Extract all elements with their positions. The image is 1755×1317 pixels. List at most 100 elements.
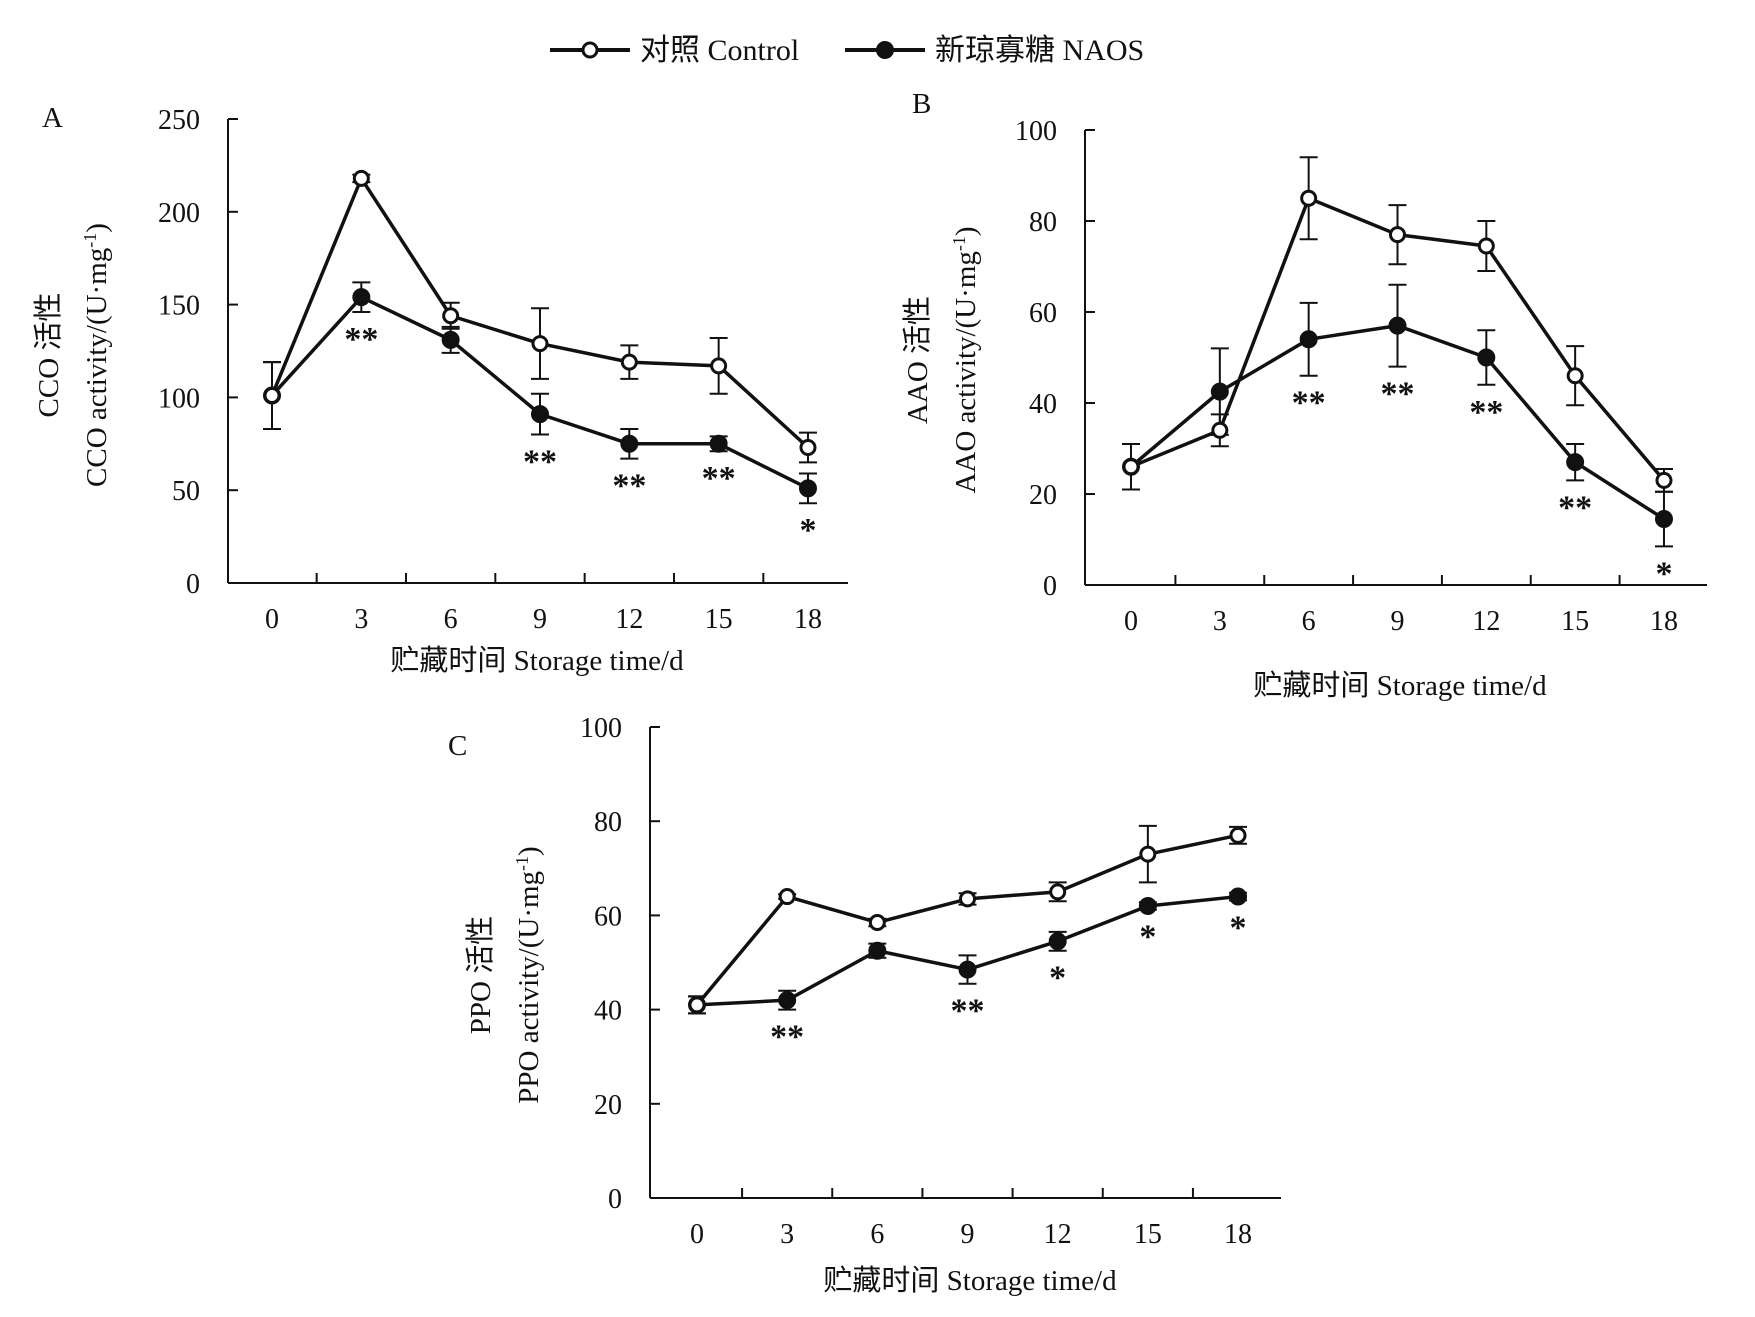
x-tick-label: 12 xyxy=(1044,1219,1072,1250)
panel-letter: A xyxy=(42,102,63,134)
data-point-filled xyxy=(1048,932,1067,951)
x-axis-title: 贮藏时间 Storage time/d xyxy=(390,644,684,677)
data-point-filled xyxy=(1654,510,1673,529)
significance-mark: ** xyxy=(1380,376,1414,413)
x-axis-title: 贮藏时间 Storage time/d xyxy=(1253,669,1547,702)
data-point-open xyxy=(688,996,706,1014)
y-tick-label: 150 xyxy=(158,291,200,322)
legend-control-marker xyxy=(581,41,599,59)
significance-mark: * xyxy=(1655,555,1672,592)
y-axis-title-en-sup: -1 xyxy=(949,236,969,251)
data-point-filled xyxy=(620,434,639,453)
y-tick-label: 40 xyxy=(1029,389,1057,420)
data-point-open xyxy=(263,387,281,405)
x-tick-label: 12 xyxy=(1472,606,1500,637)
x-tick-label: 0 xyxy=(265,604,279,635)
significance-mark: * xyxy=(1049,960,1066,997)
data-point-filled xyxy=(778,991,797,1010)
data-point-open xyxy=(1566,367,1584,385)
data-point-open xyxy=(778,888,796,906)
y-tick-label: 100 xyxy=(158,383,200,414)
x-tick-label: 18 xyxy=(1224,1219,1252,1250)
y-axis-title-cn: PPO 活性 xyxy=(464,916,497,1034)
data-point-open xyxy=(620,353,638,371)
series-line xyxy=(696,894,1239,1007)
data-point-filled xyxy=(1388,316,1407,335)
y-tick-label: 100 xyxy=(580,713,622,744)
y-tick-label: 200 xyxy=(158,198,200,229)
y-axis-title-en-main: AAO activity/(U·mg xyxy=(950,251,982,493)
y-tick-label: 60 xyxy=(594,901,622,932)
significance-mark: ** xyxy=(1469,394,1503,431)
data-point-open xyxy=(868,913,886,931)
x-axis-title: 贮藏时间 Storage time/d xyxy=(823,1264,1117,1297)
x-tick-label: 9 xyxy=(1390,606,1404,637)
data-point-open xyxy=(1229,826,1247,844)
significance-mark: ** xyxy=(1558,489,1592,526)
data-point-open xyxy=(1122,458,1140,476)
data-point-filled xyxy=(1477,348,1496,367)
significance-mark: ** xyxy=(702,460,736,497)
x-tick-label: 0 xyxy=(690,1219,704,1250)
y-tick-label: 0 xyxy=(608,1184,622,1215)
data-point-open xyxy=(352,169,370,187)
data-point-open xyxy=(1211,421,1229,439)
x-tick-label: 9 xyxy=(533,604,547,635)
significance-mark: * xyxy=(799,512,816,549)
x-tick-label: 3 xyxy=(780,1219,794,1250)
data-point-open xyxy=(959,890,977,908)
legend-item-control: 对照 Control xyxy=(550,34,799,67)
y-axis-title-en-sup: -1 xyxy=(80,233,100,248)
significance-mark: ** xyxy=(612,468,646,505)
data-point-open xyxy=(1139,845,1157,863)
x-tick-label: 15 xyxy=(1134,1219,1162,1250)
panel-c-chart: C PPO 活性 PPO activity/(U·mg-1) 贮藏时间 Stor… xyxy=(448,713,1281,1297)
x-tick-label: 0 xyxy=(1124,606,1138,637)
significance-mark: ** xyxy=(523,444,557,481)
data-point-filled xyxy=(1210,382,1229,401)
significance-mark: ** xyxy=(1292,385,1326,422)
x-tick-label: 12 xyxy=(615,604,643,635)
data-point-filled xyxy=(1566,453,1585,472)
x-tick-label: 9 xyxy=(961,1219,975,1250)
y-tick-label: 40 xyxy=(594,996,622,1027)
x-tick-label: 6 xyxy=(1302,606,1316,637)
y-tick-label: 0 xyxy=(186,569,200,600)
y-axis-title-cn: CCO 活性 xyxy=(32,293,65,418)
y-axis-title-en-main: CCO activity/(U·mg xyxy=(81,248,113,487)
y-axis-title-cn: AAO 活性 xyxy=(901,296,934,424)
y-axis-title-en: PPO activity/(U·mg-1) xyxy=(512,846,545,1103)
data-point-open xyxy=(1388,226,1406,244)
significance-mark: * xyxy=(1230,909,1247,946)
x-tick-label: 15 xyxy=(705,604,733,635)
data-point-filled xyxy=(868,941,887,960)
y-tick-label: 60 xyxy=(1029,298,1057,329)
data-point-filled xyxy=(709,434,728,453)
data-point-open xyxy=(1300,189,1318,207)
legend-item-naos: 新琼寡糖 NAOS xyxy=(845,34,1144,67)
data-point-open xyxy=(1477,237,1495,255)
y-tick-label: 80 xyxy=(594,807,622,838)
y-axis-title: PPO 活性 PPO activity/(U·mg-1) xyxy=(464,846,545,1103)
legend-naos-label: 新琼寡糖 NAOS xyxy=(935,34,1144,67)
data-point-filled xyxy=(530,405,549,424)
y-tick-label: 250 xyxy=(158,105,200,136)
x-tick-label: 3 xyxy=(1213,606,1227,637)
x-tick-label: 6 xyxy=(444,604,458,635)
y-axis-title: CCO 活性 CCO activity/(U·mg-1) xyxy=(32,223,113,487)
significance-mark: ** xyxy=(770,1019,804,1056)
data-point-open xyxy=(531,335,549,353)
data-point-filled xyxy=(1138,896,1157,915)
y-axis-title-en: CCO activity/(U·mg-1) xyxy=(80,223,113,487)
data-point-open xyxy=(1655,471,1673,489)
significance-mark: * xyxy=(1139,919,1156,956)
data-point-filled xyxy=(352,288,371,307)
panel-letter: C xyxy=(448,730,467,762)
x-tick-label: 15 xyxy=(1561,606,1589,637)
y-tick-label: 100 xyxy=(1015,116,1057,147)
y-axis-title-en-main: PPO activity/(U·mg xyxy=(513,871,545,1104)
data-point-open xyxy=(1049,883,1067,901)
significance-mark: ** xyxy=(344,321,378,358)
y-tick-label: 20 xyxy=(594,1090,622,1121)
